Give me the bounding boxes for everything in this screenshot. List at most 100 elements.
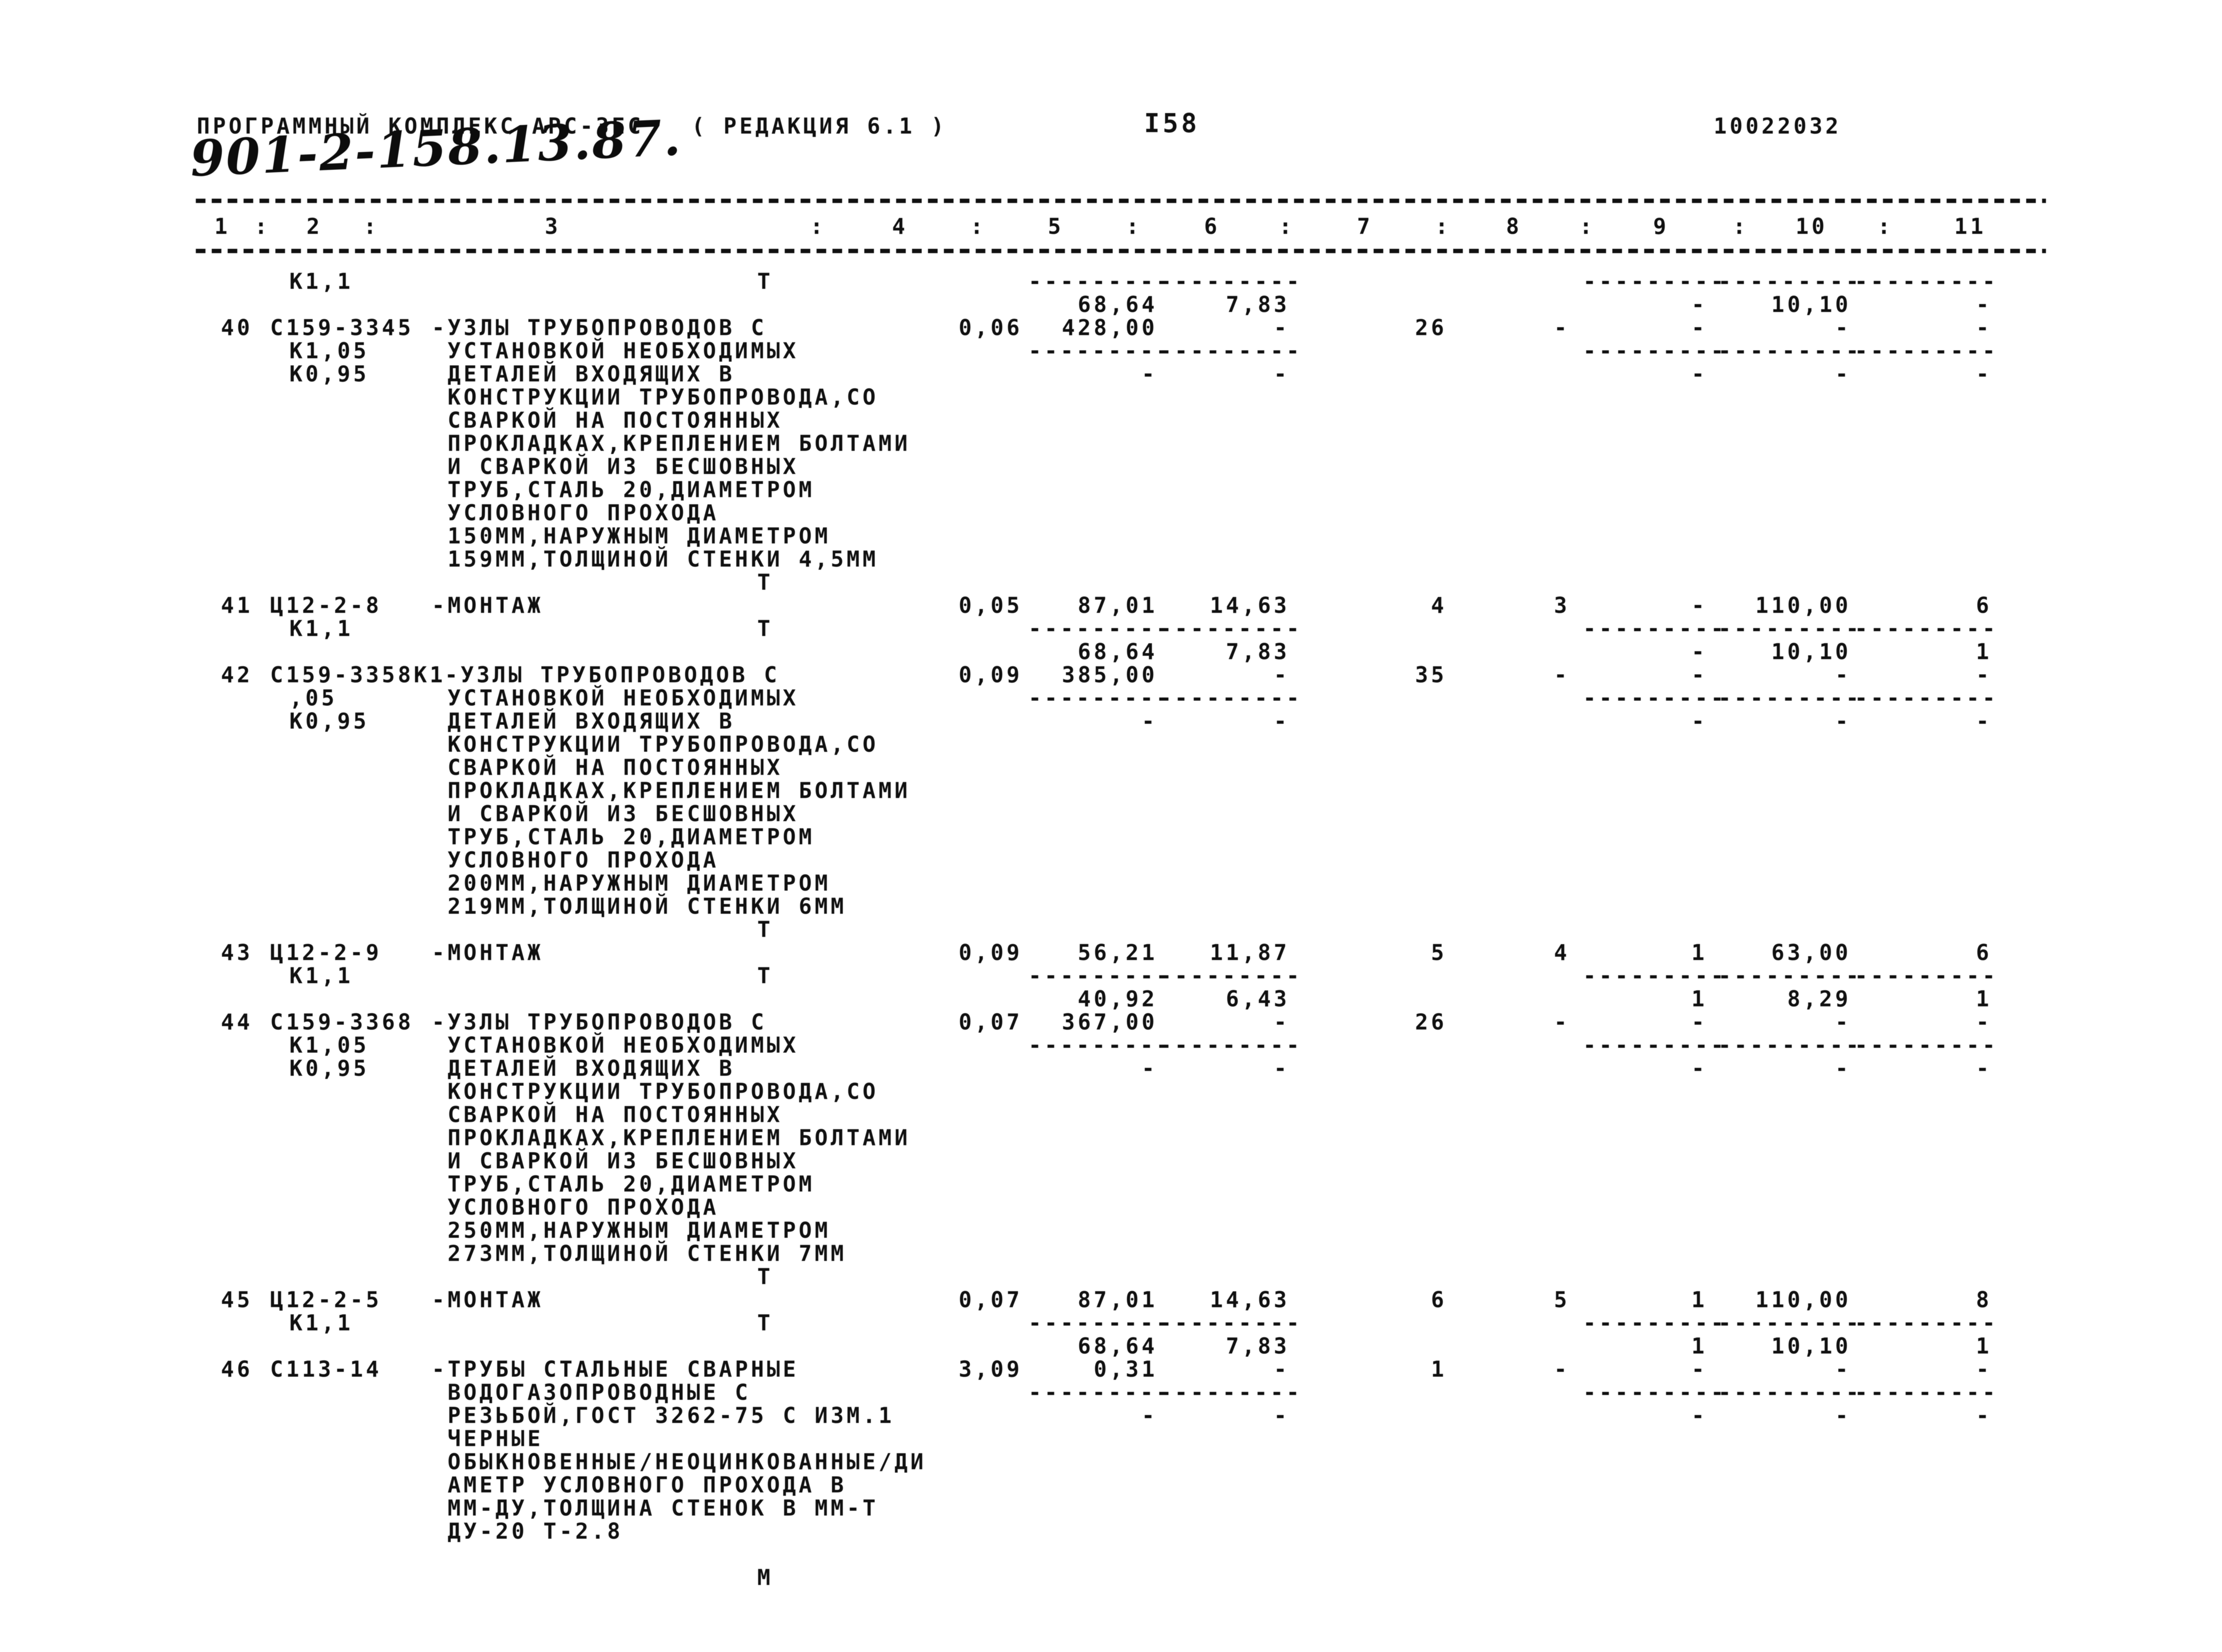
dash-separator: --------- [1718, 1310, 1862, 1336]
value-cell-c10: - [1835, 361, 1851, 387]
coefficient-cell: К0,95 [289, 361, 369, 387]
description-cell: УСТАНОВКОЙ НЕОБХОДИМЫХ [448, 338, 799, 364]
unit-cell: Т [757, 963, 774, 988]
value-cell-c8: 5 [1554, 1287, 1570, 1313]
printout-line: И СВАРКОЙ ИЗ БЕСШОВНЫХ [0, 802, 2222, 826]
value-cell-c6: - [1273, 662, 1290, 688]
description-cell: 219ММ,ТОЛЩИНОЙ СТЕНКИ 6ММ [448, 894, 847, 919]
program-title: ПРОГРАММНЫЙ КОМПЛЕКС АРС-ЗЕС ( РЕДАКЦИЯ … [197, 113, 947, 139]
value-cell-c5: 68,64 [1077, 639, 1158, 664]
dash-separator: --------- [1854, 1310, 1998, 1336]
coefficient-cell: К1,05 [289, 1032, 369, 1058]
value-cell-c7: 35 [1415, 662, 1447, 688]
printout-line: 219ММ,ТОЛЩИНОЙ СТЕНКИ 6ММ [0, 895, 2222, 918]
description-cell: -ТРУБЫ СТАЛЬНЫЕ СВАРНЫЕ [432, 1356, 799, 1382]
printout-line: ПРОКЛАДКАХ,КРЕПЛЕНИЕМ БОЛТАМИ [0, 779, 2222, 802]
coefficient-cell: К0,95 [289, 1056, 369, 1081]
value-cell-c5: 87,01 [1077, 593, 1158, 618]
description-cell: АМЕТР УСЛОВНОГО ПРОХОДА В [448, 1472, 847, 1498]
column-header-3: 3 [545, 214, 561, 239]
value-cell-c6: 11,87 [1210, 940, 1290, 965]
description-cell: СВАРКОЙ НА ПОСТОЯННЫХ [448, 407, 783, 433]
printout-line: ДУ-20 Т-2.8 [0, 1520, 2222, 1543]
column-separator: : [1877, 214, 1894, 239]
value-cell-c5: 367,00 [1062, 1009, 1158, 1035]
dash-separator: --------- [1718, 685, 1862, 711]
value-cell-c8: - [1554, 1009, 1570, 1035]
value-cell-c8: 4 [1554, 940, 1570, 965]
dash-separator: --------- [1028, 1032, 1172, 1058]
coefficient-cell: К1,1 [289, 963, 354, 988]
column-header-2: 2 [306, 214, 323, 239]
value-cell-c4: 0,06 [958, 315, 1022, 340]
row-number-cell: 43 [221, 940, 253, 965]
dash-separator: --------- [1583, 1310, 1727, 1336]
page-number: I58 [1144, 108, 1200, 138]
row-number-cell: 44 [221, 1009, 253, 1035]
printout-line: 43 Ц12-2-9 -МОНТАЖ 0,09 56,21 11,87 5 4 1 63,00 6 [0, 941, 2222, 964]
dash-separator: --------- [1854, 685, 1998, 711]
description-cell: И СВАРКОЙ ИЗ БЕСШОВНЫХ [448, 454, 799, 479]
value-cell-c6: - [1273, 1356, 1290, 1382]
code-cell: Ц12-2-8 [270, 593, 382, 618]
value-cell-c10: - [1835, 708, 1851, 734]
value-cell-c4: 0,09 [958, 940, 1022, 965]
printout-line: К1,1 Т --------- --------- --------- --------… [0, 1312, 2222, 1335]
value-cell-c8: 3 [1554, 593, 1570, 618]
table-top-rule [196, 199, 2046, 203]
description-cell: КОНСТРУКЦИИ ТРУБОПРОВОДА,СО [448, 1079, 879, 1104]
value-cell-c9: - [1691, 292, 1707, 317]
value-cell-c11: 6 [1976, 593, 1992, 618]
value-cell-c5: 40,92 [1077, 986, 1158, 1012]
row-number-cell: 46 [221, 1356, 253, 1382]
description-cell: ДЕТАЛЕЙ ВХОДЯЩИХ В [448, 361, 735, 387]
printout-line: КОНСТРУКЦИИ ТРУБОПРОВОДА,СО [0, 386, 2222, 409]
code-cell: С159-3368 [270, 1009, 414, 1035]
doc-number: 10022032 [1714, 113, 1841, 139]
row-number-cell: 41 [221, 593, 253, 618]
coefficient-cell: К0,95 [289, 708, 369, 734]
value-cell-c9: - [1691, 1356, 1707, 1382]
description-cell: ДЕТАЛЕЙ ВХОДЯЩИХ В [448, 1056, 735, 1081]
printout-line: К1,1 Т --------- --------- --------- --------… [0, 617, 2222, 640]
dash-separator: --------- [1718, 616, 1862, 641]
value-cell-c5: - [1141, 708, 1158, 734]
value-cell-c9: - [1691, 315, 1707, 340]
description-cell: 250ММ,НАРУЖНЫМ ДИАМЕТРОМ [448, 1218, 831, 1243]
dash-separator: --------- [1028, 685, 1172, 711]
value-cell-c6: 7,83 [1226, 292, 1290, 317]
value-cell-c6: 14,63 [1210, 1287, 1290, 1313]
printout-line: 40 С159-3345 -УЗЛЫ ТРУБОПРОВОДОВ С 0,06 428,… [0, 316, 2222, 339]
printout-line: УСЛОВНОГО ПРОХОДА [0, 849, 2222, 872]
value-cell-c4: 0,05 [958, 593, 1022, 618]
value-cell-c8: - [1554, 315, 1570, 340]
dash-separator: --------- [1028, 338, 1172, 364]
printout-line: К1,05 УСТАНОВКОЙ НЕОБХОДИМЫХ --------- ----… [0, 339, 2222, 363]
value-cell-c7: 26 [1415, 315, 1447, 340]
printout-line: ТРУБ,СТАЛЬ 20,ДИАМЕТРОМ [0, 1173, 2222, 1196]
description-cell: СВАРКОЙ НА ПОСТОЯННЫХ [448, 755, 783, 780]
value-cell-c5: 68,64 [1077, 1333, 1158, 1359]
description-cell: 150ММ,НАРУЖНЫМ ДИАМЕТРОМ [448, 523, 831, 549]
value-cell-c7: 4 [1431, 593, 1447, 618]
printout-line: ЧЕРНЫЕ [0, 1427, 2222, 1450]
column-separator: : [1126, 214, 1142, 239]
value-cell-c11: - [1976, 292, 1992, 317]
description-cell: ТРУБ,СТАЛЬ 20,ДИАМЕТРОМ [448, 824, 815, 850]
dash-separator: --------- [1159, 963, 1302, 988]
dash-separator: --------- [1159, 338, 1302, 364]
value-cell-c9: - [1691, 639, 1707, 664]
column-separator: : [1279, 214, 1295, 239]
column-separator: : [363, 214, 380, 239]
dash-separator: --------- [1583, 269, 1727, 294]
printout-line: 46 С113-14 -ТРУБЫ СТАЛЬНЫЕ СВАРНЫЕ 3,09 0,31… [0, 1358, 2222, 1381]
description-cell: -МОНТАЖ [432, 940, 544, 965]
code-cell: С159-3345 [270, 315, 414, 340]
value-cell-c10: - [1835, 1356, 1851, 1382]
dash-separator: --------- [1159, 1032, 1302, 1058]
value-cell-c10: 10,10 [1771, 292, 1851, 317]
description-cell: 200ММ,НАРУЖНЫМ ДИАМЕТРОМ [448, 870, 831, 896]
value-cell-c6: - [1273, 1403, 1290, 1428]
code-cell: С113-14 [270, 1356, 382, 1382]
